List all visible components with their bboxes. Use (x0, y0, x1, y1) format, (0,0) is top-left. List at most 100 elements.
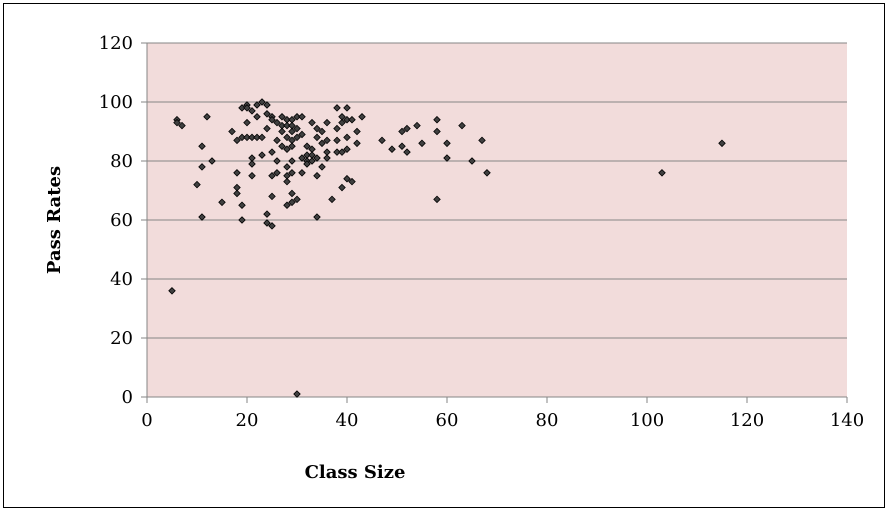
x-tick-label: 40 (336, 410, 359, 431)
x-tick-label: 80 (536, 410, 559, 431)
data-point (238, 216, 246, 224)
data-point (313, 133, 321, 142)
y-tick-label: 20 (110, 328, 133, 349)
data-point (358, 112, 366, 121)
x-tick-label: 140 (830, 410, 864, 431)
data-point (333, 148, 341, 156)
data-point (293, 390, 301, 398)
tick-labels: 0 20 40 60 80 100 120 0 20 40 60 80 100 120 140 (99, 33, 865, 431)
data-point (268, 115, 276, 124)
data-point (278, 112, 286, 121)
data-point (248, 160, 256, 168)
data-point (378, 136, 386, 145)
data-point (293, 124, 301, 133)
data-point (268, 222, 276, 230)
data-point (203, 112, 211, 121)
data-point (353, 139, 361, 148)
data-point (313, 171, 321, 180)
data-point (298, 130, 306, 139)
data-point (263, 110, 271, 118)
data-point (248, 107, 256, 115)
data-point (398, 142, 406, 151)
data-point (318, 139, 326, 148)
data-point (283, 177, 291, 186)
y-tick-label: 120 (99, 33, 133, 54)
y-axis-title: Pass Rates (44, 166, 65, 274)
data-point (283, 133, 291, 142)
data-point (333, 124, 341, 133)
data-point (178, 121, 186, 130)
data-point (263, 219, 271, 227)
data-point (233, 136, 241, 145)
data-point (198, 142, 206, 151)
data-point (283, 163, 291, 171)
data-point (258, 133, 266, 142)
data-point (343, 145, 351, 153)
data-point (278, 142, 286, 151)
data-point (233, 189, 241, 198)
chart-frame: 0 20 40 60 80 100 120 0 20 40 60 80 100 120 140 Class … (3, 3, 885, 508)
data-point (333, 136, 341, 145)
data-point (418, 139, 426, 148)
data-point (313, 154, 321, 162)
data-point (338, 183, 346, 192)
gridlines (147, 42, 847, 339)
data-point (168, 287, 176, 295)
y-tick-label: 60 (110, 210, 133, 231)
data-point (218, 198, 226, 207)
x-tick-label: 60 (436, 410, 459, 431)
data-point (308, 157, 316, 165)
data-point (303, 142, 311, 151)
data-point (413, 121, 421, 130)
y-tick-label: 40 (110, 269, 133, 290)
y-tick-label: 0 (122, 387, 133, 408)
data-point (348, 177, 356, 186)
data-point (288, 157, 296, 165)
data-point (323, 118, 331, 127)
x-tick-label: 120 (730, 410, 764, 431)
data-point (343, 104, 351, 112)
data-point (403, 124, 411, 133)
data-point (238, 133, 246, 142)
data-point (443, 154, 451, 162)
data-point (308, 118, 316, 127)
data-point (273, 157, 281, 165)
x-tick-label: 100 (630, 410, 664, 431)
data-point (323, 154, 331, 162)
data-point (298, 154, 306, 162)
data-point (458, 121, 466, 130)
data-point (293, 133, 301, 142)
y-tick-label: 100 (99, 92, 133, 113)
x-tick-label: 0 (141, 410, 152, 431)
data-point (398, 127, 406, 136)
data-point (283, 145, 291, 153)
data-point (313, 124, 321, 133)
data-point (253, 101, 261, 109)
data-point (298, 112, 306, 121)
data-point (298, 169, 306, 177)
data-point (253, 112, 261, 121)
data-point (193, 180, 201, 189)
data-point (208, 157, 216, 165)
data-point (718, 139, 726, 148)
data-point (273, 136, 281, 145)
data-point (238, 201, 246, 210)
axes (141, 42, 848, 403)
data-point (658, 169, 666, 177)
data-point (243, 118, 251, 127)
data-point (288, 198, 296, 207)
data-point (403, 148, 411, 156)
data-point (243, 104, 251, 112)
data-point (483, 169, 491, 177)
data-points (168, 98, 726, 398)
data-point (288, 169, 296, 177)
data-point (238, 104, 246, 112)
data-point (343, 133, 351, 142)
data-point (433, 127, 441, 136)
data-point (353, 127, 361, 136)
data-point (263, 124, 271, 133)
data-point (248, 133, 256, 142)
data-point (268, 148, 276, 156)
data-point (338, 118, 346, 127)
data-point (273, 169, 281, 177)
